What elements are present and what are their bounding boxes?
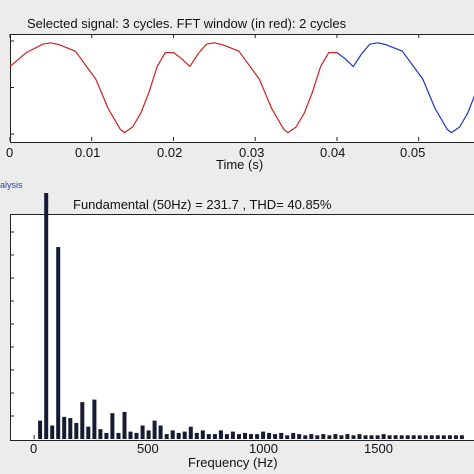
fft-bar <box>206 434 211 439</box>
fft-bar <box>279 432 284 439</box>
fft-bar <box>315 435 320 439</box>
fft-bar <box>435 435 440 439</box>
fft-bar <box>218 430 223 439</box>
x-tick-label: 0.03 <box>239 145 265 160</box>
x-tick-label: 0 <box>6 145 14 160</box>
signal-fft_window-line <box>9 42 337 134</box>
fft-bar <box>224 434 229 439</box>
fft-bar <box>429 435 434 439</box>
signal-plot-area[interactable] <box>10 34 474 143</box>
fft-bar <box>411 435 416 439</box>
signal-x-axis-label: Time (s) <box>216 157 264 172</box>
fft-bar <box>285 435 290 439</box>
fft-bar <box>261 431 266 439</box>
signal-remaining-line <box>336 42 474 134</box>
fft-bar <box>345 434 350 439</box>
fft-bar <box>170 430 175 439</box>
fft-x-axis-label: Frequency (Hz) <box>188 455 278 470</box>
fft-bar <box>134 432 139 439</box>
x-tick-label: 0.02 <box>157 145 183 160</box>
fft-bar <box>158 425 163 439</box>
fft-bar <box>116 432 121 439</box>
fft-bar <box>152 420 157 439</box>
fft-bar <box>230 431 235 439</box>
x-tick-label: 0.05 <box>400 145 426 160</box>
fft-bar <box>62 416 67 439</box>
fft-bar <box>273 434 278 439</box>
fft-bar <box>122 411 127 439</box>
fft-bar <box>309 434 314 439</box>
fft-bar <box>405 435 410 439</box>
x-tick-label: 0.01 <box>75 145 101 160</box>
fft-bar <box>74 423 79 439</box>
fft-bar <box>212 434 217 439</box>
fft-bar <box>50 425 55 439</box>
fft-bar <box>128 431 133 439</box>
fft-bar <box>164 434 169 439</box>
x-tick-label: 1000 <box>249 441 278 456</box>
fft-bar <box>255 434 260 439</box>
fft-bar <box>303 435 308 439</box>
fft-bar <box>459 435 464 439</box>
fft-bar <box>333 434 338 439</box>
fft-bar <box>423 435 428 439</box>
x-tick-label: 500 <box>137 441 159 456</box>
fft-bar <box>369 435 374 439</box>
fft-bar <box>80 402 85 439</box>
fft-bar <box>56 247 61 439</box>
fft-bar <box>176 432 181 439</box>
fft-bar <box>381 434 386 439</box>
fft-analysis-section-label: alysis <box>0 180 23 190</box>
fft-bar <box>44 193 49 439</box>
fft-bar <box>104 432 109 439</box>
fft-bar <box>188 426 193 439</box>
fft-plot-area[interactable] <box>10 214 474 441</box>
fft-bar <box>453 435 458 439</box>
fft-bar <box>182 431 187 439</box>
fft-bar <box>327 435 332 439</box>
fft-bar <box>92 399 97 439</box>
fft-bar <box>200 430 205 439</box>
fft-plot-title: Fundamental (50Hz) = 231.7 , THD= 40.85% <box>73 197 332 212</box>
fft-bar <box>237 434 241 439</box>
fft-bar <box>140 425 145 439</box>
fft-bar <box>321 434 326 439</box>
fft-bar <box>339 435 344 439</box>
fft-bar <box>98 429 103 439</box>
fft-bar <box>68 418 73 439</box>
fft-bar <box>363 435 368 439</box>
fft-bar <box>441 435 446 439</box>
fft-bar <box>267 432 272 439</box>
fft-bar <box>357 434 362 439</box>
fft-bar <box>447 435 452 439</box>
fft-bar <box>38 420 43 439</box>
signal-plot-title: Selected signal: 3 cycles. FFT window (i… <box>27 16 347 31</box>
x-tick-label: 0.04 <box>320 145 346 160</box>
fft-bar <box>387 435 392 439</box>
x-tick-label: 0 <box>30 441 38 456</box>
fft-bar <box>194 432 199 439</box>
fft-bar <box>393 435 398 439</box>
fft-bar <box>399 435 404 439</box>
fft-bar <box>375 435 380 439</box>
fft-bar <box>243 432 247 439</box>
fft-bar <box>249 434 253 439</box>
fft-bar <box>351 435 356 439</box>
fft-bar <box>86 426 91 439</box>
x-tick-label: 1500 <box>364 441 393 456</box>
fft-bar <box>417 435 422 439</box>
fft-bar <box>297 434 302 439</box>
fft-bar <box>110 413 115 439</box>
fft-bar <box>146 430 151 439</box>
fft-bar <box>291 432 296 439</box>
